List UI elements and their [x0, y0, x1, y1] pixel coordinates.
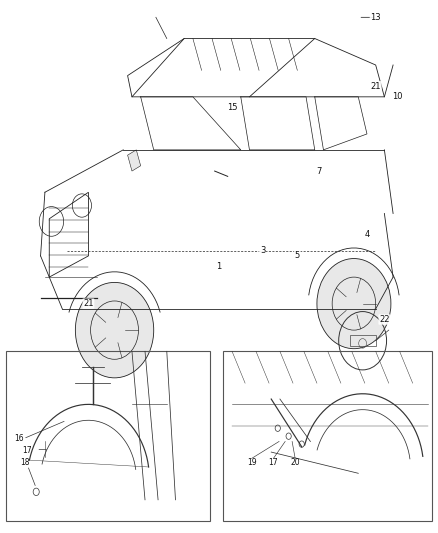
Text: 21: 21 — [83, 299, 94, 308]
Text: 21: 21 — [371, 82, 381, 91]
Text: 7: 7 — [316, 166, 322, 175]
Text: 5: 5 — [295, 252, 300, 261]
Text: 3: 3 — [260, 246, 265, 255]
Text: 19: 19 — [247, 458, 257, 467]
Circle shape — [75, 282, 154, 378]
Text: 22: 22 — [379, 315, 390, 324]
Text: 1: 1 — [216, 262, 222, 271]
Polygon shape — [127, 150, 141, 171]
Text: 18: 18 — [21, 458, 30, 467]
Text: 17: 17 — [268, 458, 278, 467]
Circle shape — [317, 259, 391, 349]
Text: 10: 10 — [392, 92, 403, 101]
Text: 15: 15 — [227, 103, 237, 112]
Text: 13: 13 — [371, 13, 381, 22]
Text: 16: 16 — [14, 434, 24, 443]
Text: 20: 20 — [290, 458, 300, 467]
Text: 17: 17 — [23, 446, 32, 455]
Text: 4: 4 — [364, 230, 370, 239]
